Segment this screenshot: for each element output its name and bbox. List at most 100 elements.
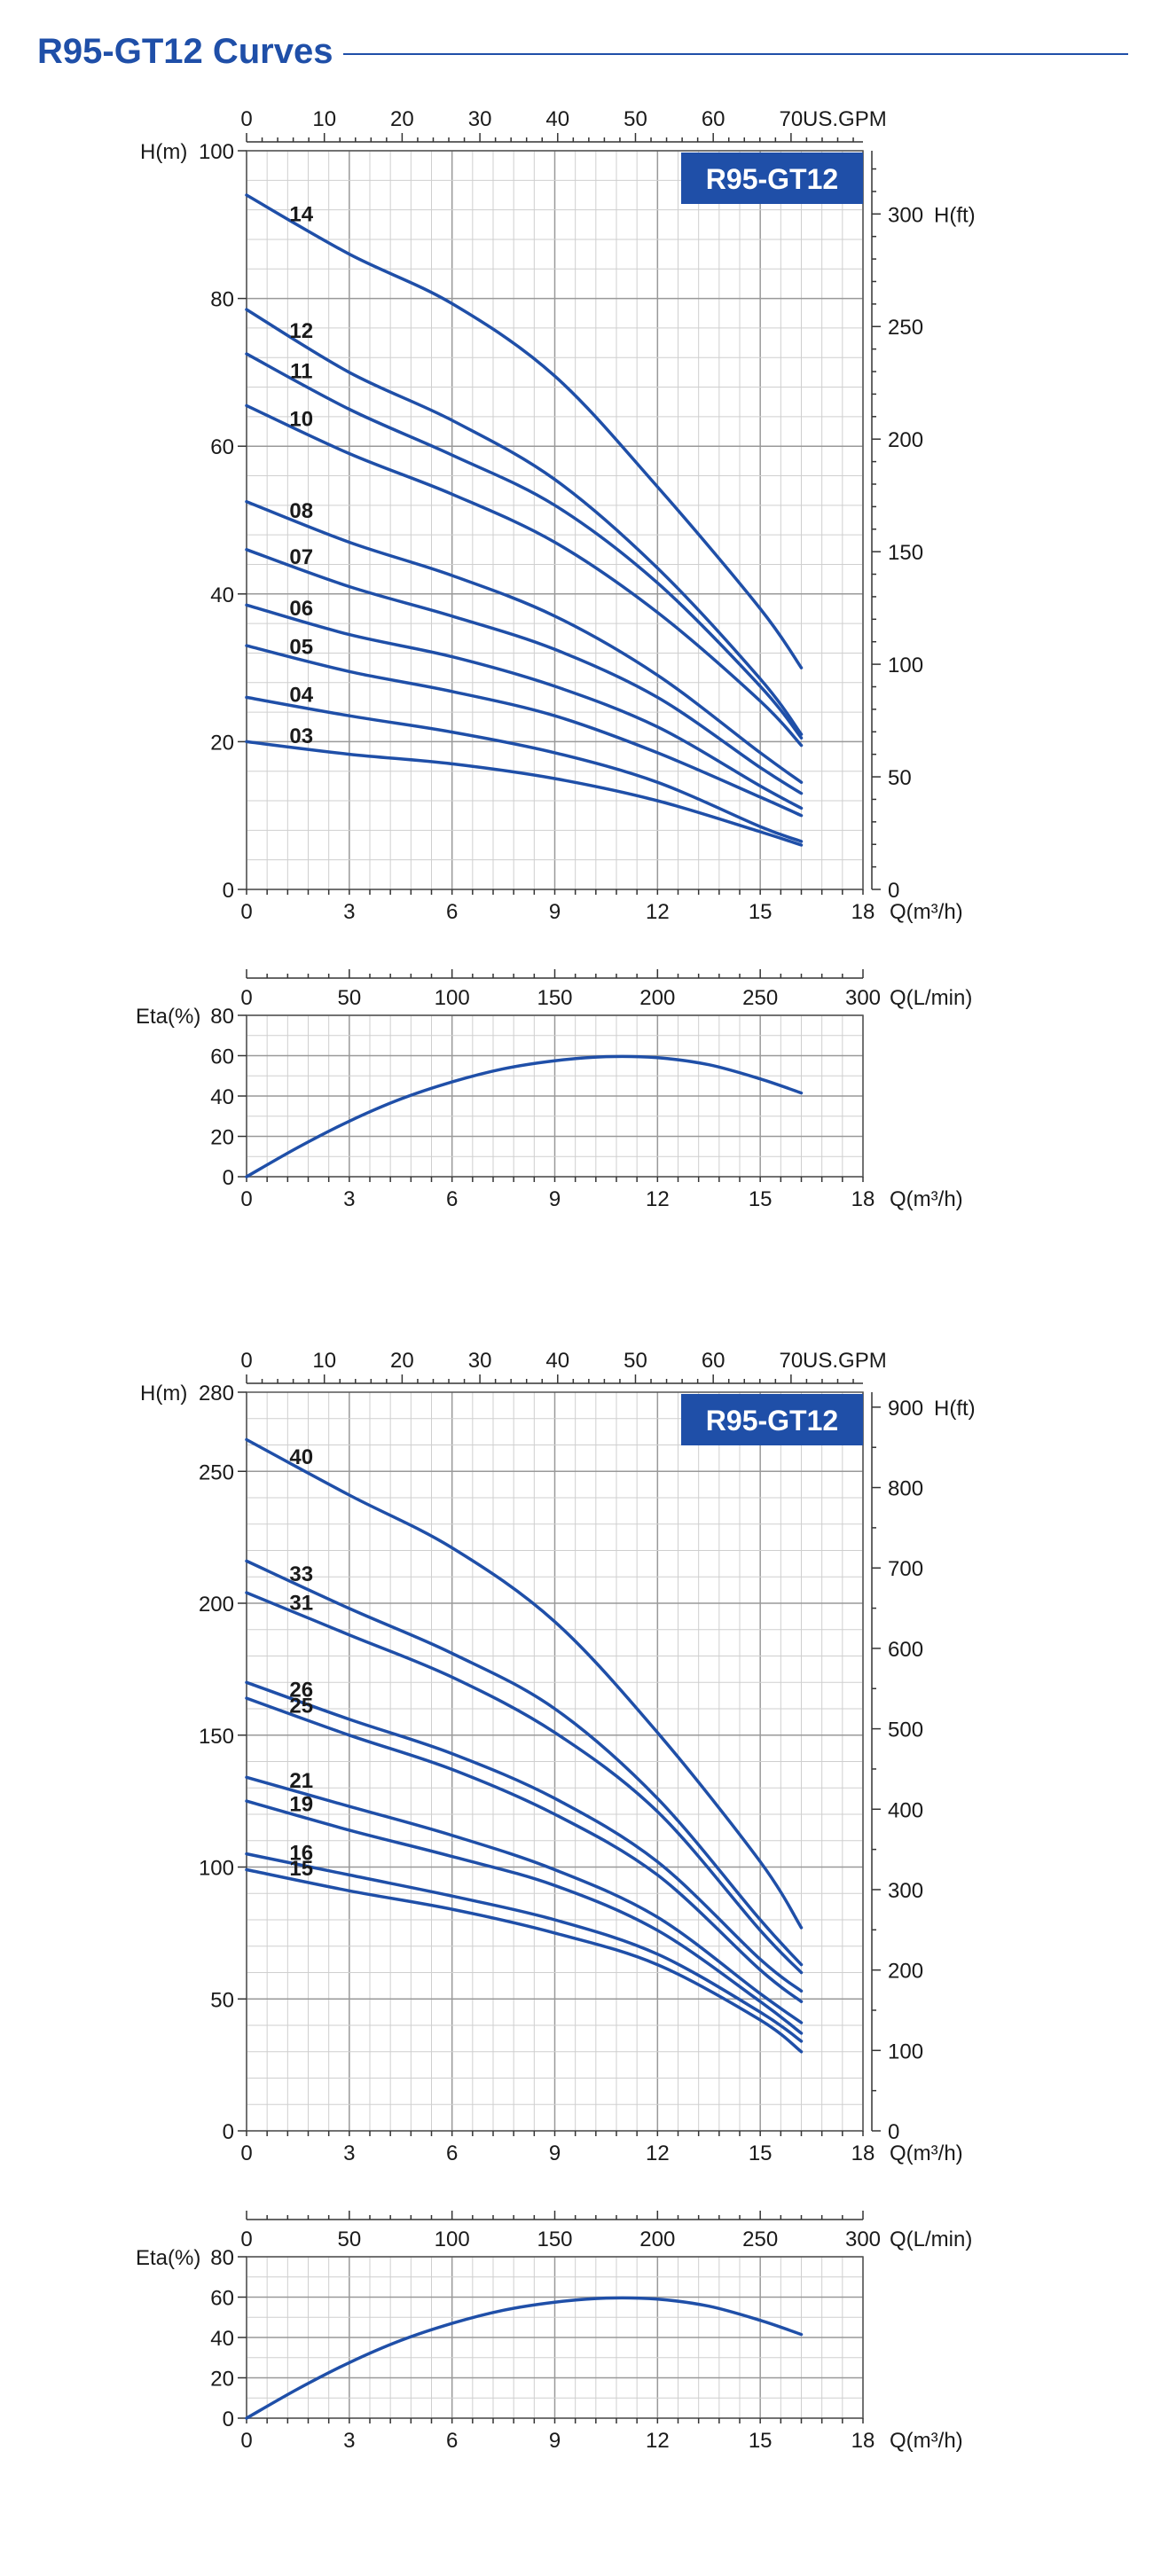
ft-tick-label: 800: [888, 1477, 923, 1501]
gpm-tick-label: 60: [702, 1349, 726, 1373]
stage-label-10: 10: [289, 407, 313, 431]
head-curve-16: [245, 1852, 804, 2043]
stage-label-05: 05: [289, 636, 313, 660]
ytick-label: 40: [210, 583, 234, 607]
efficiency-curve: [245, 1054, 804, 1178]
head-curve-14: [245, 193, 804, 669]
lmin-tick-label: 250: [742, 2228, 778, 2251]
y-axis-label: H(m): [140, 1382, 187, 1405]
eta-ytick-label: 0: [223, 1166, 234, 1190]
head-curve-15: [245, 1867, 804, 2054]
model-badge-text: R95-GT12: [706, 163, 838, 195]
gpm-tick-label: 30: [468, 107, 492, 131]
stage-label-04: 04: [289, 684, 313, 708]
lmin-tick-label: 0: [240, 2228, 252, 2251]
head-curve-11: [245, 352, 804, 740]
model-badge: [681, 153, 863, 204]
stage-label-11: 11: [290, 359, 312, 383]
head-curve-07: [245, 548, 804, 795]
gpm-tick-label: 0: [240, 1349, 252, 1373]
xtick-label: 3: [343, 2141, 355, 2165]
eta-xtick-label: 9: [549, 2429, 561, 2453]
lmin-tick-label: 100: [435, 986, 470, 1010]
eta-xtick-label: 6: [446, 1187, 458, 1211]
ft-tick-label: 600: [888, 1638, 923, 1662]
eta-xtick-label: 18: [851, 1187, 875, 1211]
gpm-tick-label: 60: [702, 107, 726, 131]
xtick-label: 15: [749, 900, 773, 924]
ft-tick-label: 0: [888, 879, 899, 903]
ft-axis-label: H(ft): [934, 203, 976, 227]
head-curve-03: [245, 740, 804, 847]
gpm-tick-label: 20: [390, 107, 414, 131]
ytick-label: 20: [210, 731, 234, 755]
ft-tick-label: 200: [888, 428, 923, 452]
head-curves: [245, 1437, 804, 2054]
model-badge-text: R95-GT12: [706, 1405, 838, 1437]
xtick-label: 0: [240, 2141, 252, 2165]
lmin-tick-label: 300: [845, 986, 881, 1010]
head-curve-25: [245, 1696, 804, 2003]
stage-label-31: 31: [289, 1591, 313, 1615]
eta-xtick-label: 12: [646, 2429, 670, 2453]
head-curve-19: [245, 1799, 804, 2035]
eta-ytick-label: 40: [210, 1085, 234, 1109]
gpm-tick-label: 10: [312, 107, 336, 131]
xtick-label: 9: [549, 900, 561, 924]
lmin-tick-label: 250: [742, 986, 778, 1010]
gpm-tick-label: 20: [390, 1349, 414, 1373]
eta-ytick-label: 80: [210, 1005, 234, 1029]
stage-label-19: 19: [289, 1793, 313, 1817]
lmin-tick-label: 100: [435, 2228, 470, 2251]
lmin-tick-label: 200: [639, 986, 675, 1010]
lmin-tick-label: 0: [240, 986, 252, 1010]
head-curve-21: [245, 1775, 804, 2024]
eta-ytick-label: 20: [210, 1126, 234, 1150]
ft-tick-label: 300: [888, 1879, 923, 1903]
head-curves: [245, 193, 804, 847]
xtick-label: 6: [446, 2141, 458, 2165]
eta-ytick-label: 40: [210, 2327, 234, 2351]
eta-ytick-label: 60: [210, 1045, 234, 1069]
x-axis-label: Q(m³/h): [890, 2141, 963, 2165]
head-curve-08: [245, 499, 804, 784]
eta-ytick-label: 0: [223, 2408, 234, 2431]
head-curve-31: [245, 1591, 804, 1975]
eta-xtick-label: 15: [749, 2429, 773, 2453]
ft-tick-label: 900: [888, 1397, 923, 1421]
head-curve-04: [245, 695, 804, 843]
ytick-label: 100: [199, 140, 234, 164]
ytick-label: 280: [199, 1382, 234, 1405]
head-grid: [246, 150, 864, 890]
stage-label-25: 25: [289, 1694, 313, 1718]
xtick-label: 9: [549, 2141, 561, 2165]
head-curve-12: [245, 308, 804, 736]
model-badge: [681, 1394, 863, 1445]
gpm-tick-label: 70: [780, 1349, 804, 1373]
eta-xtick-label: 3: [343, 2429, 355, 2453]
gpm-axis-label: US.GPM: [803, 107, 887, 131]
stage-label-12: 12: [289, 319, 313, 343]
gpm-tick-label: 30: [468, 1349, 492, 1373]
eta-xtick-label: 12: [646, 1187, 670, 1211]
ytick-label: 200: [199, 1593, 234, 1617]
eta-axis-label: Eta(%): [136, 2246, 200, 2270]
ytick-label: 100: [199, 1857, 234, 1881]
stage-label-15: 15: [289, 1857, 313, 1881]
head-curve-40: [245, 1437, 804, 1930]
head-curve-33: [245, 1559, 804, 1967]
head-curve-05: [245, 644, 804, 818]
lmin-tick-label: 300: [845, 2228, 881, 2251]
head-curve-06: [245, 603, 804, 810]
stage-label-08: 08: [289, 499, 313, 523]
lmin-axis-label: Q(L/min): [890, 2228, 972, 2251]
pump-curve-chart-2: 050100150200250280H(m)010020030040050060…: [136, 1349, 976, 2453]
ft-tick-label: 100: [888, 2040, 923, 2063]
lmin-tick-label: 150: [537, 986, 572, 1010]
ytick-label: 0: [223, 2120, 234, 2144]
stage-label-16: 16: [289, 1841, 313, 1865]
xtick-label: 15: [749, 2141, 773, 2165]
eta-xtick-label: 9: [549, 1187, 561, 1211]
ft-tick-label: 50: [888, 766, 912, 790]
page-title: R95-GT12 Curves: [37, 32, 333, 71]
